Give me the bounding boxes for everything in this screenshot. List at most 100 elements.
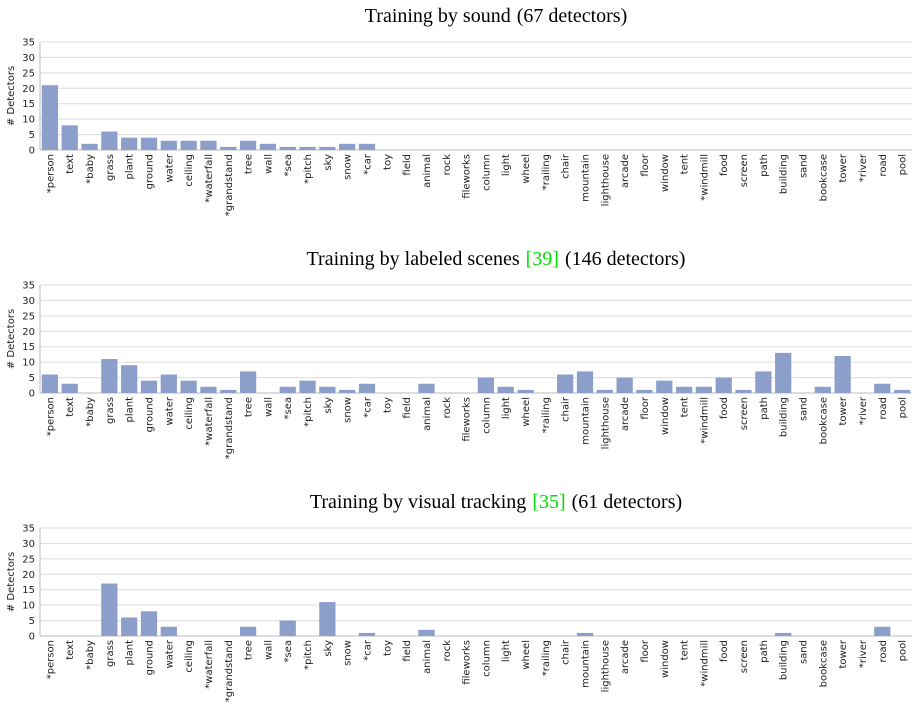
- x-tick-label: mountain: [581, 640, 592, 688]
- x-tick-label: arcade: [620, 154, 631, 188]
- x-tick-label: screen: [739, 397, 750, 430]
- x-tick-label: arcade: [620, 397, 631, 431]
- x-tick-label: snow: [343, 397, 354, 423]
- x-tick-label: ceiling: [184, 154, 195, 187]
- x-tick-label: *waterfall: [204, 397, 215, 446]
- bar: [180, 140, 197, 150]
- bar: [418, 629, 435, 636]
- x-tick-label: wall: [263, 640, 274, 660]
- x-tick-label: window: [660, 397, 671, 435]
- x-tick-label: sky: [323, 397, 334, 414]
- bar: [339, 143, 356, 150]
- x-tick-label: pool: [898, 154, 909, 175]
- bar: [61, 125, 78, 150]
- x-tick-label: mountain: [581, 154, 592, 202]
- bar: [775, 352, 792, 393]
- bar: [636, 389, 653, 393]
- title-text: Training by visual tracking: [310, 491, 526, 513]
- x-tick-label: field: [402, 397, 413, 419]
- x-tick-label: wheel: [521, 154, 532, 184]
- bar: [41, 85, 59, 150]
- x-tick-label: bookcase: [818, 397, 829, 444]
- bar: [656, 380, 673, 393]
- x-tick-label: *car: [363, 639, 374, 661]
- y-tick-label: 20: [22, 570, 35, 581]
- x-tick-label: *river: [858, 639, 869, 668]
- y-tick-label: 30: [22, 296, 35, 307]
- bar: [497, 386, 514, 393]
- x-tick-label: *baby: [85, 154, 96, 184]
- x-tick-label: plant: [125, 640, 136, 666]
- x-tick-label: *car: [363, 396, 374, 418]
- title-text: Training by sound: [365, 5, 511, 27]
- x-tick-label: *river: [858, 153, 869, 182]
- bar: [160, 374, 177, 393]
- bar: [41, 374, 59, 393]
- x-tick-label: ceiling: [184, 640, 195, 673]
- x-tick-label: *person: [45, 397, 56, 436]
- x-tick-label: field: [402, 154, 413, 176]
- bar: [121, 617, 138, 636]
- x-tick-label: food: [719, 397, 730, 419]
- x-tick-label: sand: [799, 397, 810, 421]
- title-note: (146 detectors): [565, 248, 686, 270]
- citation: [39]: [526, 248, 559, 270]
- title-note: (61 detectors): [572, 491, 683, 513]
- bar: [675, 386, 693, 393]
- x-tick-label: *baby: [85, 397, 96, 427]
- x-tick-label: *river: [858, 396, 869, 425]
- bar: [616, 377, 633, 393]
- y-tick-label: 5: [29, 130, 35, 141]
- x-tick-label: *waterfall: [204, 154, 215, 203]
- bar: [814, 386, 831, 393]
- x-tick-label: snow: [343, 640, 354, 666]
- x-tick-label: text: [65, 640, 76, 660]
- x-tick-label: column: [481, 154, 492, 191]
- x-tick-label: grass: [105, 640, 116, 667]
- x-tick-label: building: [779, 640, 790, 680]
- x-tick-label: *sea: [283, 640, 294, 663]
- y-tick-label: 15: [22, 342, 35, 353]
- y-tick-label: 30: [22, 539, 35, 550]
- x-tick-label: text: [65, 154, 76, 174]
- x-tick-label: chair: [561, 639, 572, 665]
- x-tick-label: sky: [323, 640, 334, 657]
- bar: [61, 383, 78, 393]
- citation: [35]: [532, 491, 565, 513]
- x-tick-label: *pitch: [303, 154, 314, 184]
- x-tick-label: floor: [640, 639, 651, 663]
- x-tick-label: *person: [45, 154, 56, 193]
- x-tick-label: toy: [382, 640, 393, 656]
- title-note: (67 detectors): [517, 5, 628, 27]
- x-tick-label: snow: [343, 154, 354, 180]
- y-tick-label: 10: [22, 358, 35, 369]
- x-tick-label: building: [779, 154, 790, 194]
- bar: [319, 386, 336, 393]
- bar: [576, 632, 594, 636]
- x-tick-label: lighthouse: [600, 397, 611, 449]
- x-tick-label: animal: [422, 154, 433, 188]
- bar: [279, 146, 296, 150]
- bar: [517, 389, 534, 393]
- panel: Training by sound (67 detectors) 0 5 10 15 20 2…: [6, 5, 912, 216]
- x-tick-label: arcade: [620, 640, 631, 674]
- y-tick-label: 0: [29, 146, 35, 157]
- x-tick-label: tent: [680, 640, 691, 660]
- bar: [220, 389, 237, 393]
- y-tick-label: 10: [22, 601, 35, 612]
- x-tick-label: path: [759, 154, 770, 177]
- x-tick-label: toy: [382, 397, 393, 413]
- x-tick-label: path: [759, 397, 770, 420]
- x-tick-label: column: [481, 397, 492, 434]
- x-tick-label: rock: [442, 154, 453, 176]
- y-tick-label: 20: [22, 84, 35, 95]
- x-tick-label: text: [65, 397, 76, 417]
- bar: [239, 140, 257, 150]
- y-tick-label: 10: [22, 115, 35, 126]
- x-tick-label: tree: [244, 640, 255, 660]
- bar: [418, 383, 435, 393]
- bar: [220, 146, 237, 150]
- x-tick-label: screen: [739, 154, 750, 187]
- bar: [358, 383, 376, 393]
